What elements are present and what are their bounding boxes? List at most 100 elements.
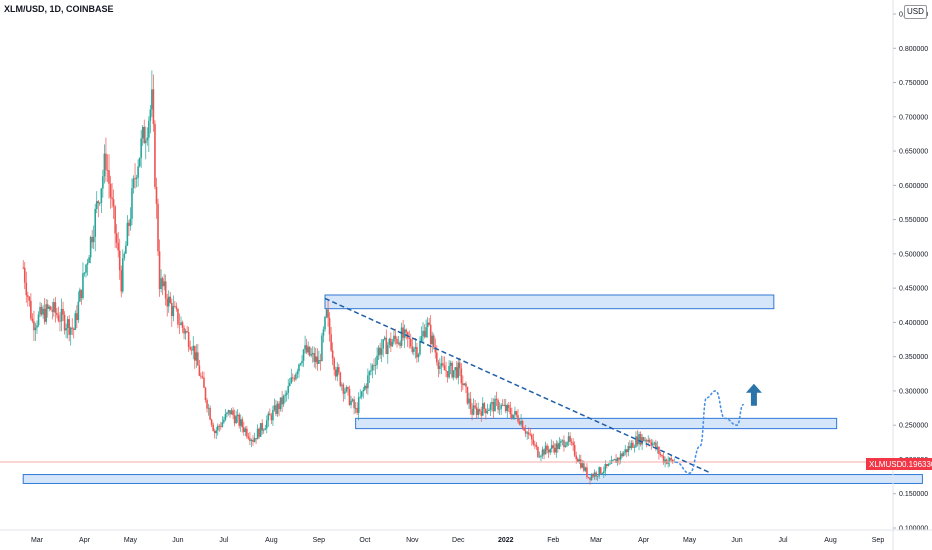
last-price-symbol: XLMUSD <box>869 459 903 469</box>
candle-body <box>140 138 142 158</box>
time-tick-label: Apr <box>638 537 650 544</box>
candle-body <box>583 463 585 471</box>
candle <box>504 398 507 414</box>
last-price-value: 0.196330 <box>902 459 932 469</box>
candle <box>148 116 150 152</box>
candle <box>526 431 529 440</box>
candle <box>508 402 510 413</box>
candle-body <box>92 236 95 243</box>
candle <box>658 446 660 460</box>
candle-body <box>462 383 464 386</box>
candle-body <box>112 199 115 207</box>
candle <box>587 476 590 479</box>
candle-body <box>239 419 242 426</box>
candle <box>40 303 43 317</box>
candle <box>445 361 447 378</box>
candle-body <box>71 327 74 329</box>
candle-body <box>630 442 633 449</box>
candle-body <box>636 436 639 445</box>
candle <box>333 356 335 376</box>
candle-body <box>184 331 187 334</box>
candle <box>406 331 409 348</box>
candle <box>413 346 415 356</box>
candle <box>488 408 490 412</box>
candle-body <box>667 461 669 464</box>
candle-body <box>471 408 473 415</box>
candle-body <box>25 282 28 296</box>
candles <box>22 70 676 485</box>
candle <box>206 398 208 413</box>
candle <box>215 426 218 440</box>
candle <box>331 342 334 366</box>
candle-body <box>463 383 466 386</box>
candle-body <box>360 391 363 397</box>
candle-body <box>432 335 435 348</box>
candle <box>393 330 395 345</box>
candle-body <box>281 397 283 405</box>
candle-body <box>423 330 426 338</box>
candle-body <box>578 459 581 462</box>
candle-body <box>177 308 179 325</box>
candle-body <box>371 365 374 371</box>
candle <box>298 363 300 378</box>
candle-body <box>534 444 536 446</box>
candle-body <box>368 371 371 376</box>
candle-body <box>592 474 594 477</box>
candle-body <box>641 437 643 445</box>
currency-button[interactable]: USD <box>904 5 927 19</box>
candle <box>370 362 372 376</box>
candle <box>213 428 216 439</box>
candle-body <box>508 405 510 408</box>
symbol-title[interactable]: XLM/USD, 1D, COINBASE <box>4 4 114 14</box>
candle-body <box>216 425 219 431</box>
candle-body <box>108 170 110 184</box>
candle <box>383 335 386 341</box>
candle <box>149 105 152 134</box>
candle-body <box>445 370 447 372</box>
candle-body <box>566 442 568 446</box>
candle <box>451 360 453 379</box>
candle-body <box>570 441 573 443</box>
candle-body <box>604 464 607 472</box>
time-axis[interactable]: Mar Apr May Jun Jul Aug Sep Oct Nov Dec 2022 Feb Mar… <box>0 529 932 544</box>
candle-body <box>189 347 191 350</box>
candle-body <box>186 331 188 333</box>
candle <box>328 312 331 342</box>
candle-body <box>264 428 267 430</box>
candle-body <box>348 388 351 405</box>
candle-body <box>590 474 593 480</box>
candle-body <box>449 362 452 366</box>
candle <box>652 439 654 448</box>
price-tick-label: 0.450000 <box>899 286 928 293</box>
candle <box>247 433 250 440</box>
candle <box>380 339 383 363</box>
price-tick-label: 0.750000 <box>899 80 928 87</box>
candle <box>89 235 92 264</box>
candle-body <box>656 446 659 449</box>
candle <box>88 255 90 263</box>
candle-body <box>451 362 453 378</box>
candle-body <box>405 329 407 333</box>
candle <box>354 402 357 414</box>
candle <box>230 407 233 415</box>
candle-body <box>512 414 515 419</box>
price-tick-label: 0.800000 <box>899 46 928 53</box>
candle-body <box>564 445 567 448</box>
price-axis[interactable]: 0.8500000.8000000.7500000.7000000.650000… <box>892 0 928 550</box>
candle-body <box>494 398 496 412</box>
candle-body <box>160 278 162 290</box>
candle <box>345 385 348 393</box>
candle-body <box>422 330 424 337</box>
candle <box>520 414 522 427</box>
candle <box>305 338 308 354</box>
candle <box>360 391 363 400</box>
candle-body <box>22 267 25 269</box>
candle-body <box>359 396 362 398</box>
candle <box>59 312 61 332</box>
candle-body <box>504 404 507 412</box>
candle <box>492 398 495 419</box>
candle-body <box>39 306 41 315</box>
candle <box>428 318 430 326</box>
candle-body <box>146 137 149 141</box>
